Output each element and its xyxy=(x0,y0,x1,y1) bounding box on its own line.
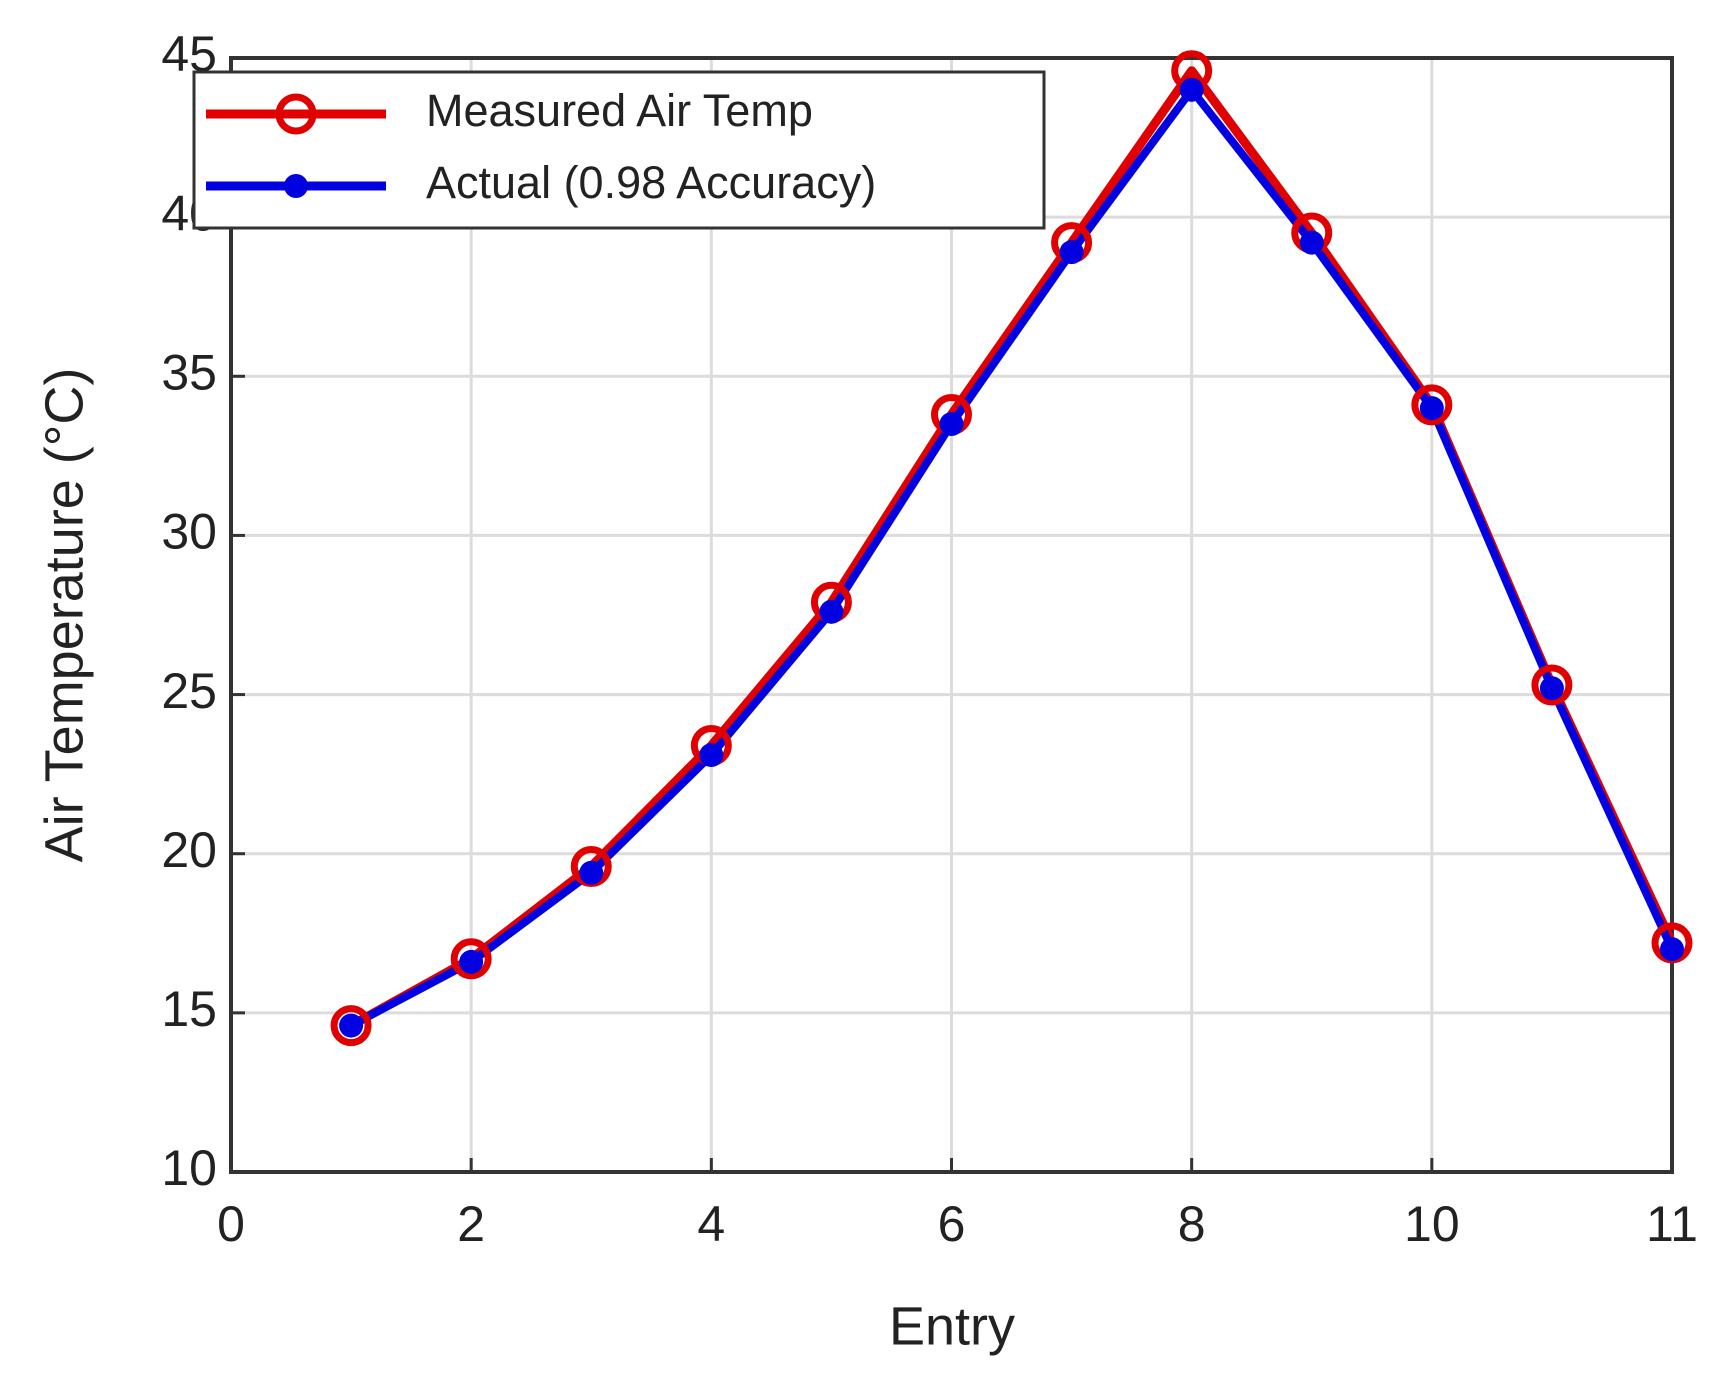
x-tick-label: 4 xyxy=(697,1196,725,1252)
x-tick-label: 11 xyxy=(1646,1196,1698,1252)
legend-marker xyxy=(284,174,308,198)
legend-label: Measured Air Temp xyxy=(426,85,813,136)
data-point xyxy=(1411,384,1453,426)
data-point xyxy=(1059,240,1084,265)
y-tick-label: 20 xyxy=(161,822,217,878)
data-point xyxy=(939,412,964,437)
data-point xyxy=(579,860,604,885)
data-point xyxy=(1539,676,1564,701)
x-tick-label: 10 xyxy=(1404,1196,1460,1252)
data-point xyxy=(1419,396,1444,421)
data-point xyxy=(1660,937,1684,962)
x-axis-label: Entry xyxy=(889,1296,1015,1356)
y-tick-label: 15 xyxy=(161,981,217,1037)
x-tick-label: 8 xyxy=(1178,1196,1206,1252)
legend-box xyxy=(192,70,1046,230)
data-point xyxy=(339,1013,364,1038)
data-point xyxy=(1179,77,1204,102)
y-axis-label: Air Temperature (°C) xyxy=(34,368,94,863)
data-point xyxy=(1531,664,1573,706)
series-line xyxy=(349,85,1676,1030)
data-point xyxy=(450,938,492,980)
legend-marker xyxy=(275,93,317,135)
plot-frame xyxy=(229,56,1674,1174)
y-tick-label: 10 xyxy=(161,1140,217,1196)
y-tick-label: 30 xyxy=(161,504,217,560)
x-tick-label: 2 xyxy=(457,1196,485,1252)
x-tick-label: 0 xyxy=(217,1196,245,1252)
data-point xyxy=(1299,230,1324,255)
data-point xyxy=(819,599,844,624)
legend-label: Actual (0.98 Accuracy) xyxy=(426,157,876,208)
y-tick-label: 25 xyxy=(161,663,217,719)
data-point xyxy=(699,743,724,768)
y-tick-label: 35 xyxy=(161,344,217,400)
x-tick-label: 6 xyxy=(938,1196,966,1252)
data-point xyxy=(459,949,484,974)
data-point xyxy=(330,1005,372,1047)
